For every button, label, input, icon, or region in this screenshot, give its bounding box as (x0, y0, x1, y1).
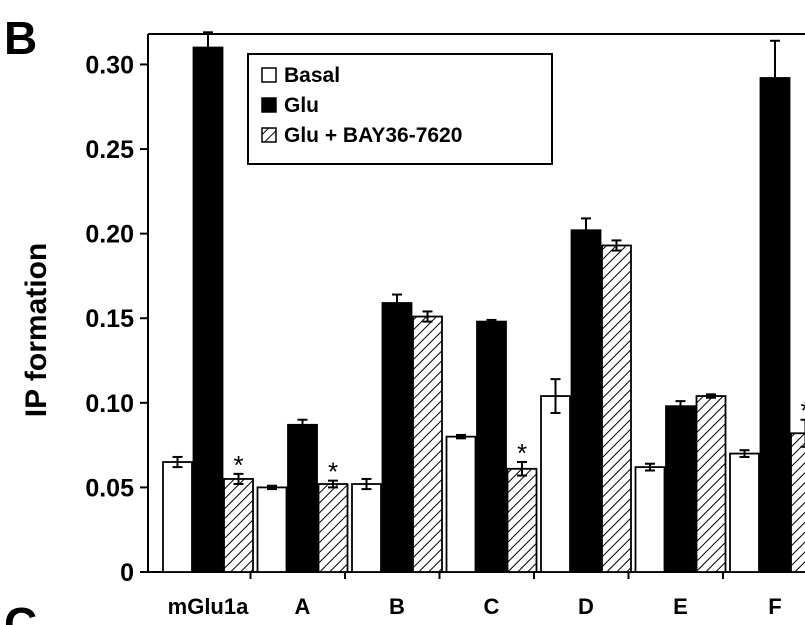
panel-label: B (4, 12, 37, 64)
x-tick-label: C (484, 594, 500, 619)
bar-e-1 (665, 405, 696, 573)
y-tick-label: 0.15 (85, 305, 134, 333)
bar-b-2 (412, 315, 443, 573)
bar-c-1 (476, 320, 507, 573)
bar-b-1 (381, 302, 413, 573)
bar-mglu1a-0 (162, 461, 193, 573)
bar-a-1 (287, 423, 318, 573)
x-tick-label: B (389, 594, 405, 619)
y-tick-label: 0.25 (85, 136, 134, 164)
y-axis-label: IP formation (20, 243, 53, 417)
legend-entry: Glu + BAY36-7620 (284, 124, 462, 147)
x-tick-label: F (768, 594, 781, 619)
legend-swatch (261, 97, 277, 113)
bar-d-1 (570, 229, 602, 573)
bar-d-0 (540, 395, 571, 573)
plot-area: 0 0.05 0.10 0.15 0.20 0.25 0.30 mGlu1a A B C D E F * * *… (85, 31, 805, 619)
next-panel-label: C (4, 598, 37, 625)
bar-a-0 (256, 486, 288, 573)
x-tick-label: mGlu1a (168, 594, 249, 619)
bar-e-0 (634, 466, 666, 573)
bar-mglu1a-2 (223, 478, 254, 573)
y-tick-label: 0.05 (85, 474, 134, 502)
y-tick-label: 0.10 (85, 390, 134, 418)
legend-entry: Basal (284, 64, 340, 87)
legend-swatch (261, 127, 277, 143)
significance-asterisk: * (233, 450, 243, 480)
significance-asterisk: * (517, 438, 527, 468)
bar-c-2 (506, 467, 538, 573)
bar-f-1 (759, 77, 791, 573)
legend-swatch (261, 67, 277, 83)
significance-asterisk: * (328, 457, 338, 487)
y-tick-label: 0.30 (85, 51, 134, 79)
significance-asterisk: * (800, 396, 805, 426)
x-tick-label: D (578, 594, 594, 619)
bar-b-0 (351, 483, 382, 573)
bar-a-2 (317, 483, 349, 573)
y-tick-label: 0 (120, 559, 134, 587)
bar-c-0 (445, 435, 477, 573)
x-tick-label: A (295, 594, 311, 619)
bar-d-2 (601, 244, 632, 573)
bar-f-2 (790, 432, 805, 573)
bar-f-0 (729, 452, 760, 573)
legend-entry: Glu (284, 94, 319, 117)
legend-box (247, 53, 553, 165)
bar-e-2 (695, 395, 727, 573)
y-tick-label: 0.20 (85, 221, 134, 249)
bar-mglu1a-1 (192, 46, 224, 573)
x-tick-label: E (673, 594, 688, 619)
